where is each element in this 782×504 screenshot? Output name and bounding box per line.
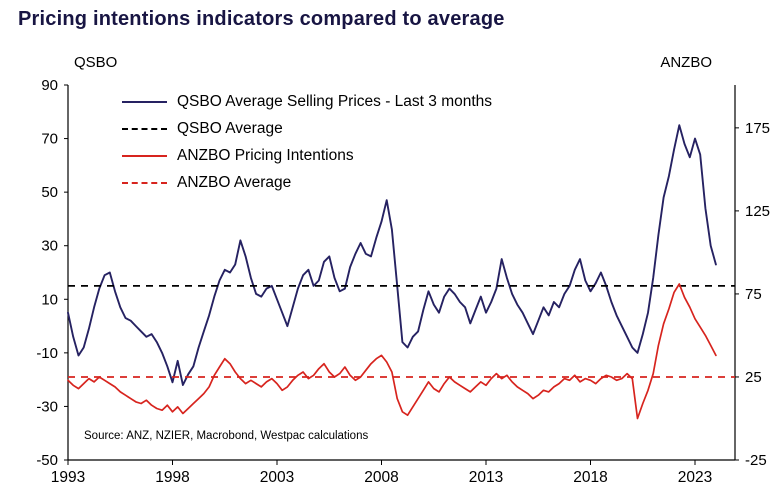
legend-line-sample-red-solid	[122, 154, 167, 157]
x-axis-tick-label: 1993	[51, 469, 85, 486]
left-axis-tick-label: 10	[41, 291, 58, 308]
legend-label: ANZBO Average	[177, 173, 292, 191]
x-axis-tick-label: 2008	[364, 469, 398, 486]
legend-label: QSBO Average Selling Prices - Last 3 mon…	[177, 92, 493, 110]
legend-item-anzbo-average: ANZBO Average	[122, 169, 492, 196]
series-line-red	[67, 283, 717, 420]
left-axis-tick-label: -10	[36, 345, 58, 362]
chart-title: Pricing intentions indicators compared t…	[18, 8, 505, 30]
legend-line-sample-navy-solid	[122, 100, 167, 103]
x-axis-tick-label: 1998	[155, 469, 189, 486]
right-axis-tick-label: -25	[745, 452, 767, 469]
left-axis-tick-label: 70	[41, 131, 58, 148]
right-axis-title: ANZBO	[660, 54, 712, 71]
legend-line-sample-red-dashed	[122, 181, 167, 184]
legend-item-qsbo-series: QSBO Average Selling Prices - Last 3 mon…	[122, 88, 492, 115]
x-axis-tick-label: 2018	[573, 469, 607, 486]
legend-line-sample-black-dashed	[122, 127, 167, 130]
right-axis-tick-label: 25	[745, 369, 762, 386]
right-axis-tick-label: 175	[745, 120, 770, 137]
right-axis-tick-label: 75	[745, 286, 762, 303]
series-line-navy	[67, 124, 717, 386]
left-axis-tick-label: 90	[41, 77, 58, 94]
source-note: Source: ANZ, NZIER, Macrobond, Westpac c…	[84, 430, 369, 442]
legend: QSBO Average Selling Prices - Last 3 mon…	[122, 88, 492, 196]
left-axis-tick-label: 30	[41, 238, 58, 255]
right-axis-tick-label: 125	[745, 203, 770, 220]
x-axis-tick-label: 2023	[678, 469, 712, 486]
legend-item-qsbo-average: QSBO Average	[122, 115, 492, 142]
x-axis-tick-label: 2003	[260, 469, 294, 486]
left-axis-tick-label: -50	[36, 452, 58, 469]
left-axis-tick-label: 50	[41, 184, 58, 201]
x-axis-tick-label: 2013	[469, 469, 503, 486]
legend-label: QSBO Average	[177, 119, 283, 137]
left-axis-title: QSBO	[74, 54, 118, 71]
legend-label: ANZBO Pricing Intentions	[177, 146, 354, 164]
legend-item-anzbo-series: ANZBO Pricing Intentions	[122, 142, 492, 169]
left-axis-tick-label: -30	[36, 398, 58, 415]
